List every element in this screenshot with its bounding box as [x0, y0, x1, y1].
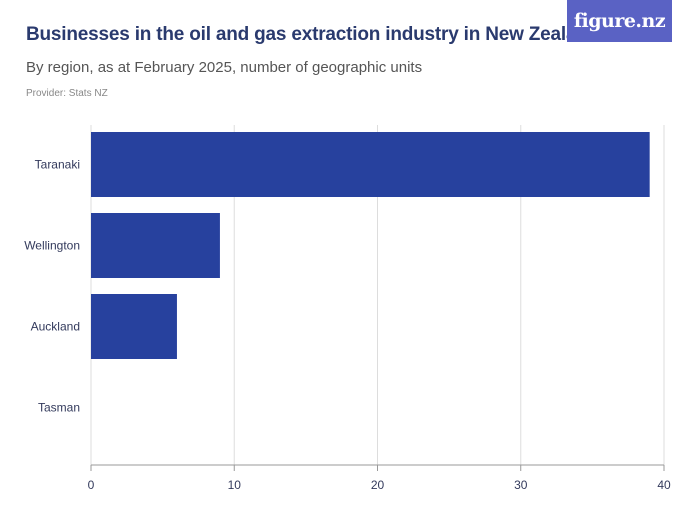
bar-wellington: [91, 213, 220, 278]
x-axis-ticks: 0 10 20 30 40: [88, 464, 671, 492]
chart-title: Businesses in the oil and gas extraction…: [26, 24, 600, 45]
chart-subtitle: By region, as at February 2025, number o…: [26, 59, 423, 76]
logo-text: figure.nz: [573, 10, 666, 32]
x-tick-label: 10: [228, 478, 242, 492]
category-label-auckland: Auckland: [31, 320, 80, 334]
x-tick-label: 30: [514, 478, 528, 492]
bar-auckland: [91, 294, 177, 359]
category-labels: Taranaki Wellington Auckland Tasman: [24, 158, 80, 415]
figure-nz-logo[interactable]: figure.nz: [567, 0, 672, 42]
x-tick-label: 20: [371, 478, 385, 492]
x-tick-label: 40: [657, 478, 671, 492]
category-label-wellington: Wellington: [24, 239, 80, 253]
category-label-tasman: Tasman: [38, 401, 80, 415]
bars: [91, 132, 650, 359]
category-label-taranaki: Taranaki: [35, 158, 80, 172]
data-provider: Provider: Stats NZ: [26, 88, 108, 99]
bar-taranaki: [91, 132, 650, 197]
x-tick-label: 0: [88, 478, 95, 492]
